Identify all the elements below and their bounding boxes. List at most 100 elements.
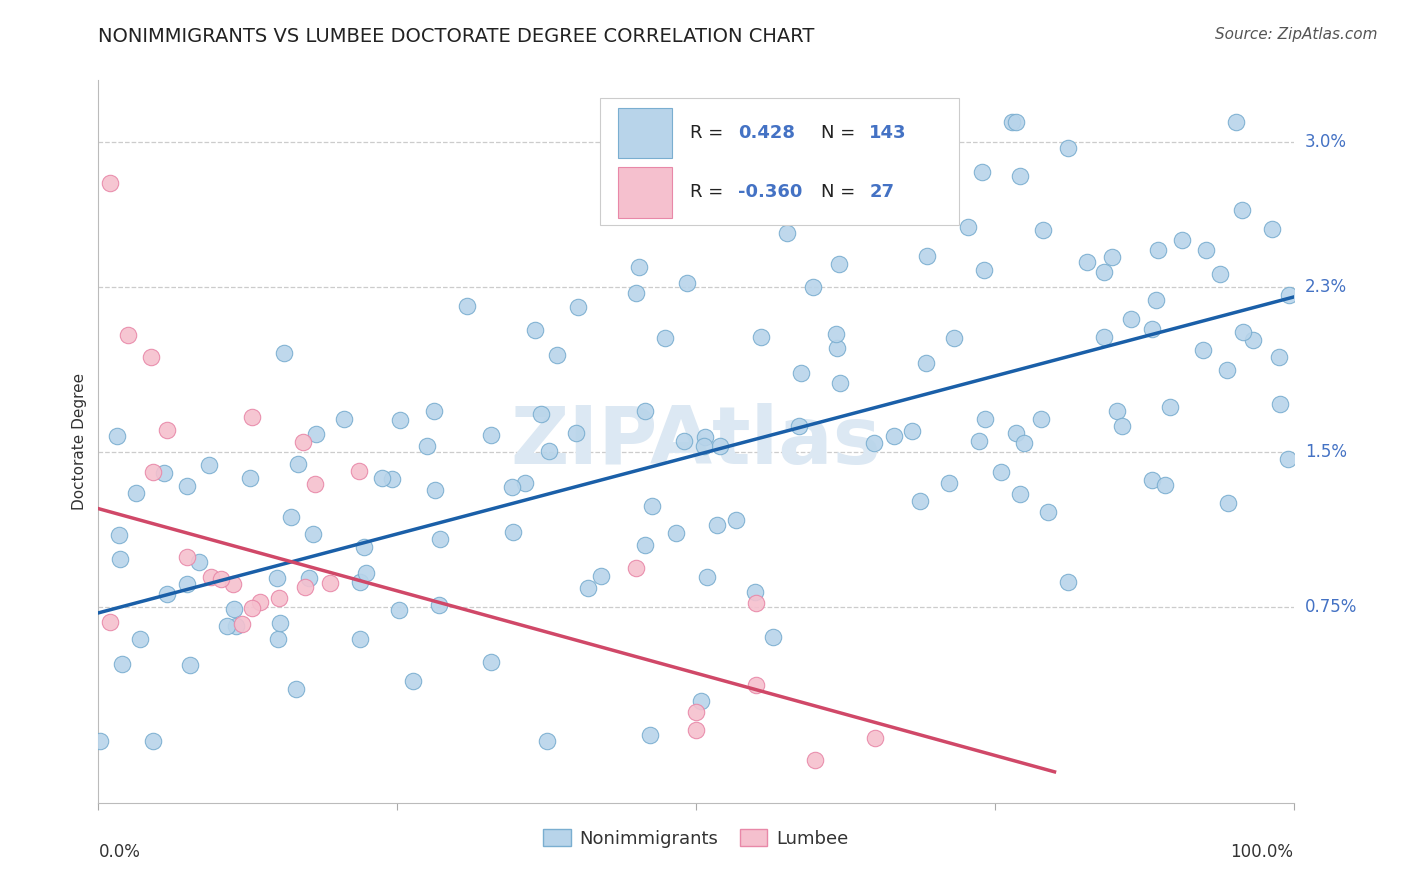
Point	[654, 331, 676, 345]
Point	[267, 632, 290, 646]
Text: ZIPAtlas: ZIPAtlas	[510, 402, 882, 481]
Point	[546, 347, 568, 361]
Point	[280, 510, 302, 524]
Point	[825, 341, 848, 355]
Point	[139, 350, 162, 364]
Point	[634, 404, 657, 418]
Point	[266, 571, 288, 585]
Text: R =: R =	[690, 124, 728, 142]
Point	[501, 480, 523, 494]
FancyBboxPatch shape	[619, 108, 672, 158]
Point	[231, 617, 253, 632]
Point	[515, 475, 537, 490]
Point	[1154, 478, 1177, 492]
Point	[239, 471, 262, 485]
Point	[108, 528, 131, 542]
Point	[1004, 114, 1026, 128]
Point	[222, 576, 245, 591]
Point	[789, 367, 811, 381]
Point	[176, 577, 198, 591]
Point	[943, 331, 966, 345]
Point	[402, 674, 425, 689]
Point	[1119, 312, 1142, 326]
Point	[619, 195, 641, 210]
Point	[176, 549, 198, 564]
Point	[828, 376, 851, 390]
Text: NONIMMIGRANTS VS LUMBEE DOCTORATE DEGREE CORRELATION CHART: NONIMMIGRANTS VS LUMBEE DOCTORATE DEGREE…	[98, 27, 815, 45]
Point	[1031, 223, 1053, 237]
Point	[429, 532, 451, 546]
Point	[1111, 418, 1133, 433]
Point	[745, 678, 768, 692]
Point	[111, 657, 134, 671]
Point	[1209, 267, 1232, 281]
Point	[1092, 265, 1115, 279]
Point	[900, 424, 922, 438]
Point	[479, 655, 502, 669]
Point	[128, 632, 150, 647]
Point	[294, 580, 316, 594]
Point	[745, 596, 768, 610]
Point	[187, 555, 209, 569]
Point	[530, 408, 553, 422]
Point	[538, 444, 561, 458]
Point	[1277, 452, 1299, 467]
Point	[776, 227, 799, 241]
FancyBboxPatch shape	[600, 98, 959, 225]
Point	[749, 330, 772, 344]
Point	[641, 499, 664, 513]
Point	[957, 220, 980, 235]
Point	[1270, 397, 1292, 411]
Point	[1159, 401, 1181, 415]
Point	[427, 598, 450, 612]
Point	[865, 731, 887, 745]
Point	[200, 570, 222, 584]
Text: 2.3%: 2.3%	[1305, 277, 1347, 296]
Point	[318, 575, 340, 590]
Point	[990, 465, 1012, 479]
Point	[1225, 114, 1247, 128]
Point	[1147, 243, 1170, 257]
Point	[269, 616, 291, 631]
Point	[1216, 363, 1239, 377]
Point	[209, 572, 232, 586]
Point	[634, 538, 657, 552]
Point	[371, 471, 394, 485]
Point	[349, 575, 371, 590]
Point	[1101, 250, 1123, 264]
Point	[1195, 243, 1218, 257]
Point	[176, 479, 198, 493]
Point	[665, 526, 688, 541]
Point	[479, 427, 502, 442]
Point	[1144, 293, 1167, 307]
Point	[1267, 350, 1289, 364]
Point	[179, 657, 201, 672]
Point	[1008, 487, 1031, 501]
Point	[1010, 169, 1032, 183]
Point	[706, 517, 728, 532]
Point	[125, 486, 148, 500]
Point	[740, 114, 762, 128]
Text: Source: ZipAtlas.com: Source: ZipAtlas.com	[1215, 27, 1378, 42]
Point	[416, 439, 439, 453]
Point	[690, 694, 713, 708]
Point	[117, 327, 139, 342]
Point	[685, 723, 707, 738]
Point	[110, 551, 132, 566]
Point	[628, 260, 651, 274]
Point	[744, 584, 766, 599]
Point	[302, 526, 325, 541]
Point	[1241, 333, 1264, 347]
Point	[1230, 202, 1253, 217]
Text: 0.0%: 0.0%	[98, 843, 141, 861]
Point	[624, 286, 647, 301]
Point	[198, 458, 221, 472]
Point	[422, 404, 444, 418]
Point	[523, 323, 546, 337]
Point	[536, 734, 558, 748]
Point	[1142, 322, 1164, 336]
Point	[725, 513, 748, 527]
Point	[589, 568, 612, 582]
Point	[381, 472, 404, 486]
Point	[425, 483, 447, 497]
